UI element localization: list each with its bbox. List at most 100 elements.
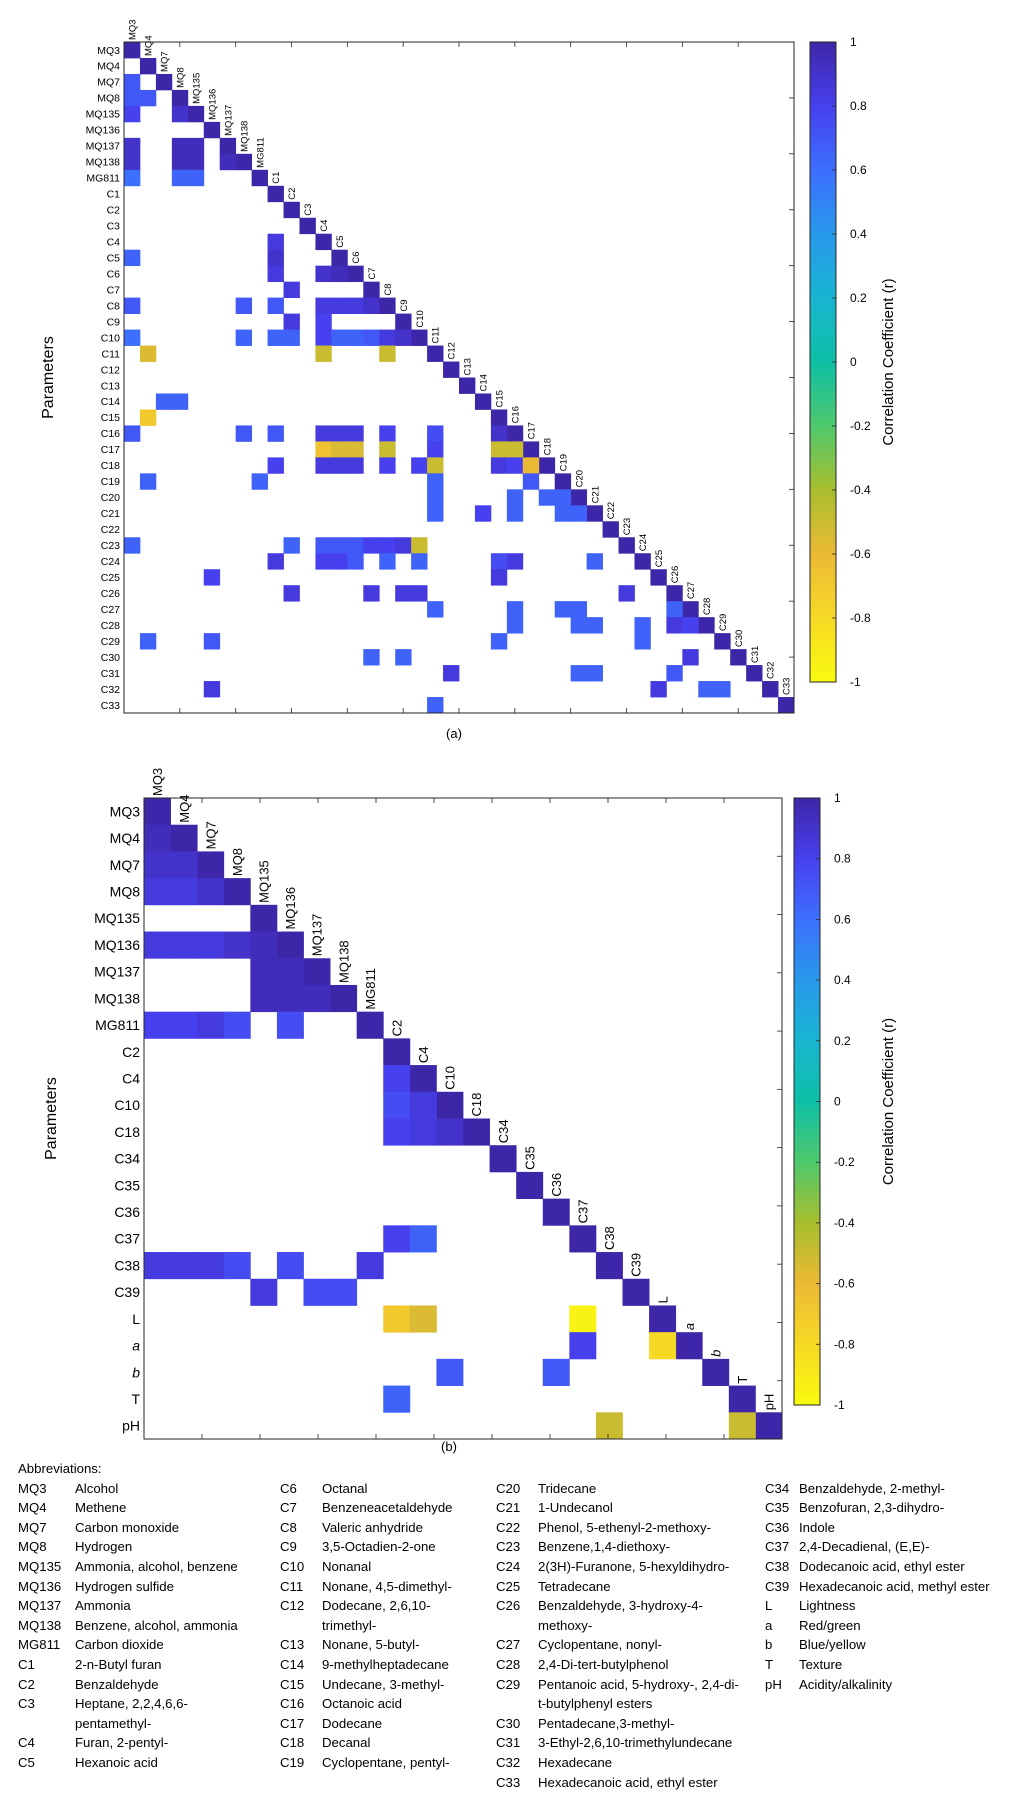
abbreviation-row: C13 Nonane, 5-butyl- [280, 1635, 494, 1655]
heatmap-cell [569, 1305, 597, 1333]
diagonal-label: C17 [526, 422, 537, 439]
heatmap-cell-diagonal [411, 329, 428, 346]
heatmap-cell [395, 537, 412, 554]
heatmap-cell [383, 1385, 411, 1413]
abbreviation-row: MQ135 Ammonia, alcohol, benzene [18, 1557, 263, 1577]
abbreviation-value: Heptane, 2,2,4,6,6- pentamethyl- [75, 1696, 188, 1731]
panel-caption: (a) [446, 726, 462, 741]
heatmap-cells [144, 798, 783, 1440]
abbreviation-row: C17 Dodecane [280, 1714, 494, 1734]
abbreviation-key: C2 [18, 1676, 35, 1692]
heatmap-cell-diagonal [506, 425, 524, 442]
colorbar-tick-label: -0.8 [834, 1337, 855, 1351]
abbreviation-value: Ammonia [75, 1598, 131, 1614]
heatmap-cell-diagonal [331, 249, 348, 267]
heatmap-cell [595, 1412, 623, 1440]
heatmap-cell [187, 137, 205, 155]
abbreviation-value: Texture [799, 1656, 843, 1672]
heatmap-cell [542, 1358, 570, 1386]
abbreviation-key: C20 [496, 1480, 521, 1496]
heatmap-cell [124, 73, 141, 91]
abbreviation-key: C9 [280, 1539, 297, 1555]
heatmap-cell-diagonal [155, 73, 173, 91]
heatmap-cell [427, 441, 444, 458]
y-tick-label: MQ138 [94, 990, 140, 1006]
abbreviation-value: Dodecanoic acid, ethyl ester [799, 1558, 965, 1574]
heatmap-cell [379, 457, 396, 474]
heatmap-cell [267, 425, 284, 442]
y-tick-label: C10 [114, 1097, 140, 1113]
diagonal-label: C9 [399, 299, 410, 311]
heatmap-cell [315, 457, 332, 474]
abbreviation-key: MQ4 [18, 1500, 47, 1516]
diagonal-label: C37 [576, 1199, 591, 1223]
heatmap-cell [124, 297, 141, 314]
heatmap-cell-diagonal [569, 1225, 597, 1253]
abbreviation-value: Methene [75, 1500, 127, 1516]
diagonal-label: C39 [629, 1253, 644, 1277]
heatmap-cell [331, 553, 348, 570]
y-tick-label: C16 [101, 428, 120, 440]
y-tick-label: MQ3 [97, 45, 120, 57]
abbreviation-row: C11 Nonane, 4,5-dimethyl- [280, 1577, 494, 1597]
heatmap-cell-diagonal [474, 393, 492, 410]
abbreviation-value: Carbon monoxide [75, 1519, 180, 1535]
colorbar-tick-label: 0.2 [850, 291, 867, 305]
abbreviation-value: Benzene, alcohol, ammonia [75, 1617, 238, 1633]
y-tick-label: pH [122, 1418, 140, 1434]
heatmap-cell [171, 169, 189, 187]
abbreviation-key: C11 [280, 1578, 304, 1594]
abbreviation-value: Nonane, 5-butyl- [322, 1637, 420, 1653]
abbreviation-value: Ammonia, alcohol, benzene [75, 1558, 238, 1574]
heatmap-cell [170, 1011, 198, 1039]
diagonal-label: T [735, 1376, 750, 1384]
abbreviation-row: MQ7 Carbon monoxide [18, 1518, 263, 1538]
heatmap-cell-diagonal [570, 489, 588, 506]
heatmap-cell-diagonal [516, 1171, 544, 1200]
heatmap-cell [276, 1011, 304, 1039]
diagonal-label: MQ135 [257, 860, 272, 903]
abbreviation-key: C26 [496, 1598, 521, 1614]
colorbar [809, 41, 837, 683]
y-tick-label: MG811 [95, 1017, 140, 1033]
diagonal-label: MQ8 [176, 67, 187, 88]
heatmap-cell [570, 601, 588, 618]
abbreviation-row: C25 Tetradecane [496, 1577, 766, 1597]
heatmap-cell [666, 601, 683, 618]
abbreviation-value: Benzaldehyde, 2-methyl- [799, 1480, 945, 1496]
abbreviation-row: C9 3,5-Octadien-2-one [280, 1537, 494, 1557]
heatmap-cell [506, 505, 524, 522]
y-tick-label: C29 [101, 636, 120, 648]
heatmap-cell-diagonal [139, 57, 157, 75]
heatmap-cell [331, 441, 348, 458]
y-tick-label: MQ135 [86, 109, 121, 121]
diagonal-label: pH [762, 1394, 777, 1411]
y-tick-label: C11 [102, 348, 121, 360]
heatmap-cell [379, 441, 396, 458]
heatmap-cell-diagonal [459, 377, 476, 394]
heatmap-cell [347, 329, 364, 346]
abbreviation-value: Hexadecanoic acid, methyl ester [799, 1578, 990, 1594]
y-tick-label: MQ4 [110, 830, 141, 846]
abbreviation-column: C20 Tridecane C21 1-Undecanol C22 Phenol, 5-e… [496, 1479, 766, 1793]
heatmap-cell [315, 297, 332, 314]
heatmap-cell [235, 329, 253, 346]
heatmap-cell [411, 537, 428, 554]
heatmap-cell [223, 931, 251, 959]
heatmap-cell-diagonal [649, 1305, 677, 1333]
abbreviation-value: 3,5-Octadien-2-one [322, 1539, 436, 1555]
heatmap-cell [170, 851, 198, 879]
heatmap-cell [490, 569, 508, 586]
heatmap-cell [363, 297, 380, 314]
abbreviation-value: 2,4-Di-tert-butylphenol [538, 1656, 669, 1672]
y-tick-label: C35 [114, 1177, 140, 1193]
abbreviation-key: C34 [765, 1480, 790, 1496]
y-tick-label: T [131, 1391, 140, 1407]
heatmap-cell-diagonal [622, 1278, 650, 1306]
heatmap-cell-diagonal [618, 537, 635, 554]
heatmap-cell-diagonal [730, 649, 747, 666]
heatmap-cell-diagonal [203, 121, 221, 139]
abbreviation-key: C10 [280, 1558, 305, 1574]
abbreviation-key: C35 [765, 1500, 790, 1516]
abbreviation-row: C38 Dodecanoic acid, ethyl ester [765, 1557, 1009, 1577]
